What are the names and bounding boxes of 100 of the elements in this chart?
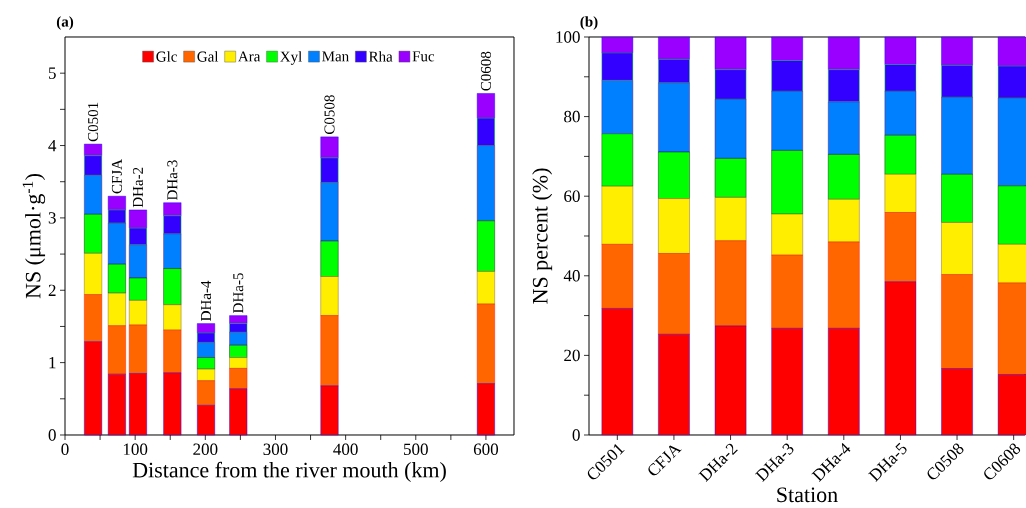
bar [828, 36, 860, 70]
bar [163, 233, 182, 269]
y-tick-label: 100 [556, 31, 580, 43]
y-tick-label: 1 [49, 357, 56, 369]
bar [828, 101, 860, 155]
x-axis-title: Distance from the river mouth (km) [132, 461, 446, 483]
legend-label: Ara [238, 51, 261, 62]
bar [714, 98, 747, 159]
bar [771, 60, 803, 92]
bar [197, 332, 215, 343]
bar [320, 136, 339, 159]
annotation: C0608 [480, 51, 491, 91]
y-tick-label: 60 [564, 190, 580, 202]
x-tick-label: 500 [404, 443, 428, 455]
bar [163, 268, 182, 305]
bar [84, 253, 103, 295]
bar [229, 315, 248, 324]
y-tick-label: 40 [563, 270, 580, 282]
bar [129, 244, 147, 279]
bar [714, 36, 747, 70]
bar [828, 154, 860, 200]
bar [107, 222, 126, 265]
bar [884, 90, 917, 136]
bar [84, 155, 103, 176]
bar [658, 82, 690, 153]
bar [601, 52, 634, 81]
annotation: DHa-3 [167, 160, 178, 201]
y-tick-label: 4 [48, 139, 57, 152]
bar [771, 150, 803, 215]
y-tick-label: 5 [48, 67, 56, 79]
bar [658, 198, 690, 254]
bar [320, 182, 339, 242]
bar [884, 174, 917, 213]
bar [163, 215, 182, 235]
annotation: DHa-2 [132, 167, 143, 208]
x-axis-title: Station [777, 487, 838, 503]
bar [828, 69, 860, 103]
bar [107, 209, 126, 224]
bar [658, 59, 690, 83]
x-tick-label: 600 [473, 443, 499, 455]
bar [941, 222, 973, 275]
bar [771, 36, 803, 61]
bar [941, 96, 973, 175]
bar [884, 135, 917, 175]
annotation: DHa-4 [201, 280, 212, 321]
bar [601, 36, 634, 54]
legend-label: Man [322, 51, 349, 62]
x-tick-label: 200 [193, 443, 218, 455]
bar [941, 36, 973, 66]
annotation: C0501 [88, 102, 99, 142]
bar [107, 195, 126, 211]
legend-label: Xyl [280, 51, 302, 65]
y-tick-label: 0 [572, 429, 580, 441]
bar [163, 304, 182, 331]
y-tick-label: 80 [564, 110, 580, 123]
bar [197, 342, 215, 358]
bar [84, 143, 103, 156]
legend-label: Fuc [412, 51, 435, 62]
bar [476, 117, 495, 146]
x-tick-label: 300 [263, 443, 288, 455]
bar [197, 323, 215, 334]
x-tick-label: 100 [123, 443, 148, 455]
bar [714, 158, 747, 198]
bar [229, 345, 248, 358]
bar [941, 65, 973, 98]
bar [771, 90, 803, 151]
bar [229, 323, 248, 333]
legend-label: Glc [156, 51, 177, 62]
bar [107, 264, 126, 294]
bar [884, 36, 917, 65]
bar [884, 64, 917, 92]
bar [658, 151, 690, 199]
bar [197, 368, 215, 381]
bar [941, 174, 973, 223]
annotation: CFJA [111, 159, 122, 194]
bar [714, 69, 747, 100]
bar [601, 133, 634, 187]
bar [229, 332, 248, 346]
y-tick-label: 0 [48, 429, 56, 441]
bar [476, 93, 495, 119]
bar [129, 277, 147, 301]
annotation: C0508 [324, 95, 335, 135]
y-axis-title: NS percent (%) [532, 168, 553, 304]
x-tick-label: 0 [61, 443, 69, 455]
chart-title: (a) [56, 16, 74, 30]
bar [129, 227, 147, 245]
bar [229, 357, 248, 369]
bar [658, 36, 690, 60]
legend-label: Gal [197, 51, 219, 62]
bar [129, 300, 147, 326]
bar [771, 213, 803, 256]
bar [129, 209, 147, 229]
bar [476, 220, 495, 272]
bar [107, 292, 126, 326]
bar [84, 214, 103, 254]
y-tick-label: 2 [48, 284, 56, 296]
bar [197, 357, 215, 370]
legend-label: Rha [369, 51, 393, 62]
bar [828, 199, 860, 243]
bar [476, 271, 495, 305]
